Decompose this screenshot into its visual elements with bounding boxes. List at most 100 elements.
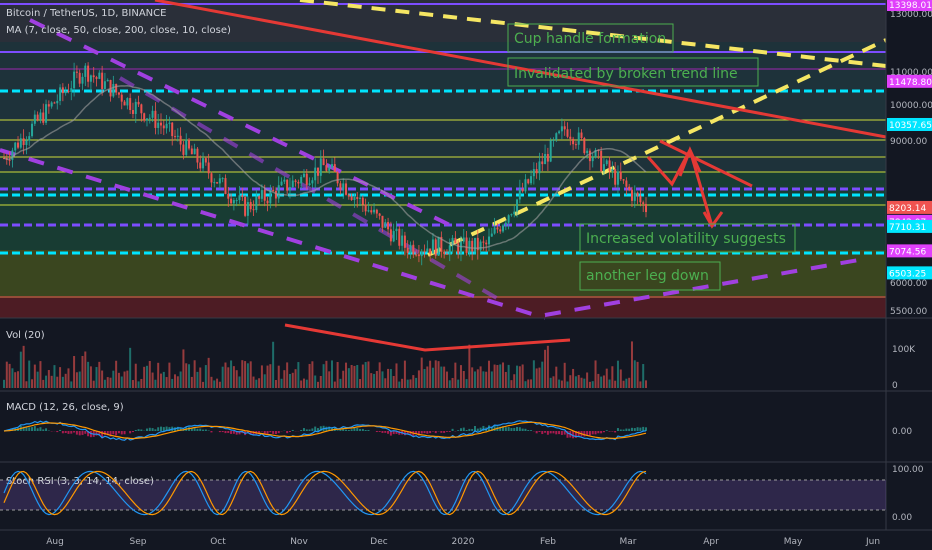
macd-bar [73,431,76,433]
candle-body [224,178,227,194]
candle-body [61,87,64,94]
macd-bar [457,430,460,431]
macd-bar [112,431,115,435]
candle-body [235,200,238,202]
candle-body [154,110,157,128]
volume-bar [89,366,92,388]
candle-body [622,179,625,181]
ma-legend[interactable]: MA (7, close, 50, close, 200, close, 10,… [6,25,231,36]
macd-tick: 0.00 [892,427,912,437]
candle-body [45,104,48,123]
volume-bar [521,364,524,388]
macd-bar [572,431,575,439]
macd-bar [305,429,308,431]
volume-bar [479,366,482,388]
candle-body [468,240,471,253]
volume-bar [476,369,479,388]
candle-body [342,183,345,190]
macd-bar [490,426,493,431]
macd-bar [633,428,636,431]
volume-bar [81,355,84,388]
macd-bar [583,431,586,437]
volume-bar [179,371,182,388]
time-axis[interactable]: Aug Sep Oct Nov Dec 2020 Feb Mar Apr May… [46,537,880,547]
candle-body [572,138,575,145]
volume-bar [572,368,575,388]
macd-bar [566,431,569,438]
macd-bar [403,431,406,436]
volume-bar [622,380,625,388]
volume-bar [188,364,191,388]
volume-bar [510,380,513,388]
candle-body [106,79,109,82]
candle-body [625,180,628,187]
volume-bar [224,362,227,388]
price-tick: 11000.00 [890,68,932,78]
macd-bar [642,426,645,431]
macd-bar [479,427,482,431]
volume-bar [356,364,359,388]
volume-bar [22,345,25,388]
volume-bar [67,368,70,388]
candle-body [210,173,213,183]
volume-bar [78,371,81,388]
candle-body [294,180,297,182]
macd-title: MACD (12, 26, close, 9) [6,402,124,413]
macd-bar [162,427,165,431]
candle-body [353,197,356,200]
macd-bar [45,428,48,431]
volume-bar [266,365,269,388]
candle-body [403,235,406,248]
candle-body [199,162,202,169]
candle-body [530,176,533,184]
volume-bar [115,360,118,388]
macd-bar [238,431,241,435]
annotation-cup: Cup handle formation [514,31,666,47]
macd-bar [521,428,524,431]
candle-body [333,164,336,173]
macd-bar [145,428,148,431]
macd-bar [311,428,314,431]
candle-body [322,158,325,166]
volume-bar [420,357,423,388]
volume-bar [611,366,614,388]
volume-bar [123,371,126,388]
volume-bar [389,369,392,388]
candle-body [148,117,151,119]
macd-bar [392,431,395,435]
volume-bar [25,381,28,388]
volume-bar [272,341,275,388]
macd-bar [384,431,387,433]
macd-bar [471,428,474,431]
volume-bar [302,378,305,388]
candle-body [98,72,101,79]
macd-bar [249,431,252,435]
macd-bar [331,427,334,431]
macd-bar [423,431,426,434]
candle-body [308,183,311,185]
volume-bar [333,381,336,388]
macd-bar [361,428,364,431]
candle-body [614,169,617,185]
candle-body [300,176,303,184]
volume-bar [488,360,491,388]
volume-bar [297,362,300,388]
macd-bar [33,426,36,431]
candle-body [216,182,219,184]
volume-bar [3,379,5,388]
volume-bar [485,371,488,388]
annotation-leg: another leg down [586,268,709,284]
volume-bar [185,363,188,388]
macd-bar [608,431,611,432]
macd-bar [488,425,491,431]
macd-bar [493,424,496,431]
candle-body [546,153,549,162]
macd-bar [538,431,541,433]
macd-bar [230,431,233,434]
volume-bar [597,373,600,388]
candle-body [92,75,95,78]
candle-body [591,157,594,162]
macd-bar [210,431,213,433]
volume-bar [342,370,345,388]
